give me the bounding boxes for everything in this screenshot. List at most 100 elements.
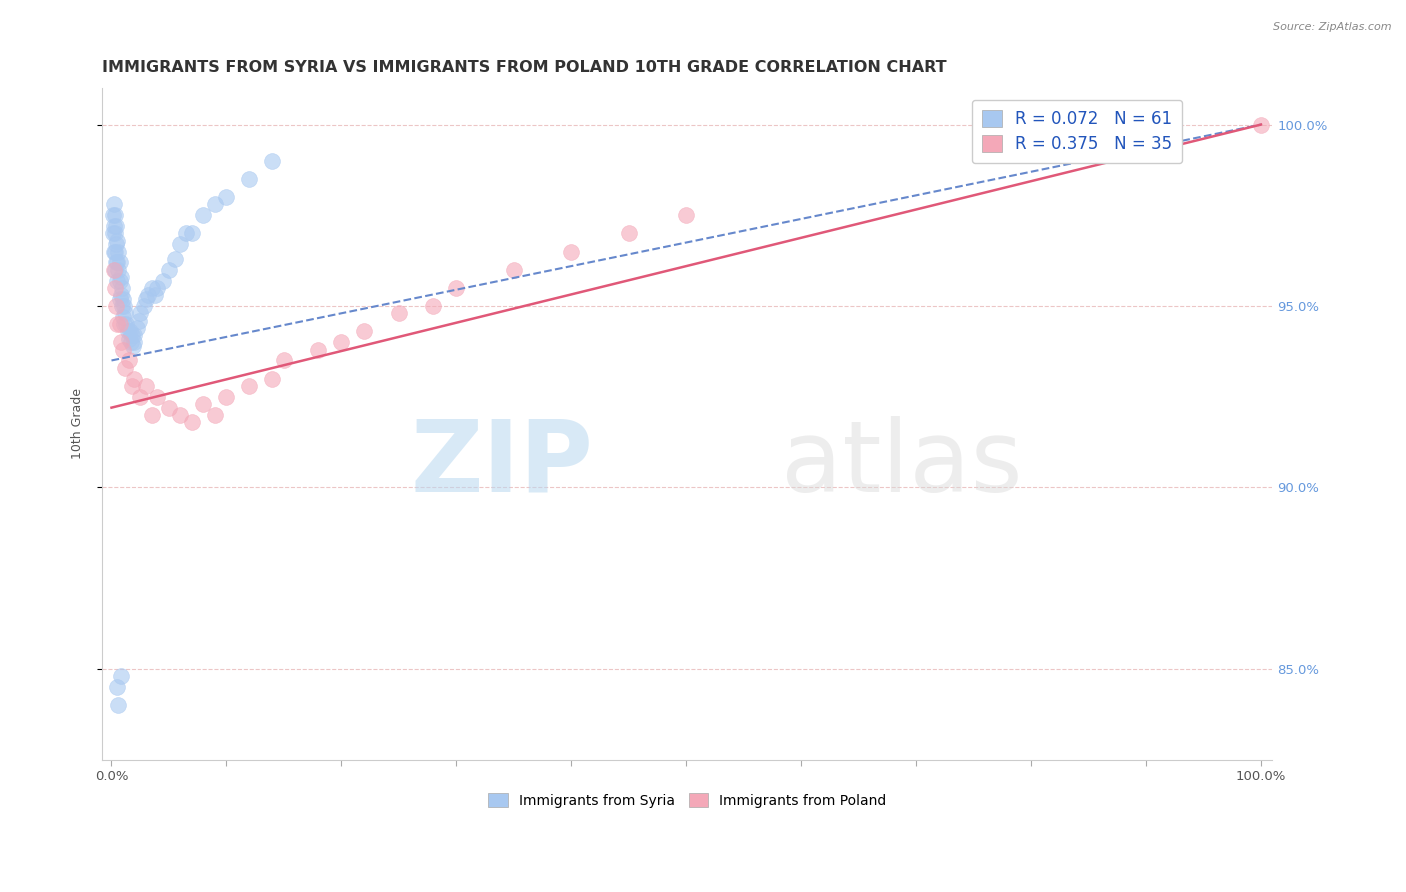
Point <box>560 244 582 259</box>
Point <box>146 390 169 404</box>
Point <box>129 306 152 320</box>
Point <box>105 680 128 694</box>
Point <box>121 328 143 343</box>
Point <box>128 313 150 327</box>
Point <box>169 237 191 252</box>
Point <box>502 262 524 277</box>
Point <box>181 415 204 429</box>
Point <box>273 353 295 368</box>
Point <box>135 379 157 393</box>
Point <box>104 244 127 259</box>
Point <box>169 408 191 422</box>
Point <box>330 335 353 350</box>
Point <box>108 274 131 288</box>
Point <box>422 299 444 313</box>
Point <box>107 262 129 277</box>
Point <box>193 397 215 411</box>
Point <box>124 335 146 350</box>
Point <box>115 317 138 331</box>
Point <box>110 335 132 350</box>
Point <box>110 288 132 302</box>
Point <box>129 390 152 404</box>
Point <box>101 227 124 241</box>
Legend: Immigrants from Syria, Immigrants from Poland: Immigrants from Syria, Immigrants from P… <box>482 788 891 814</box>
Point <box>103 219 125 234</box>
Point <box>388 306 411 320</box>
Point <box>135 292 157 306</box>
Point <box>104 281 127 295</box>
Point <box>262 153 284 168</box>
Point <box>617 227 640 241</box>
Point <box>146 281 169 295</box>
Point <box>107 698 129 713</box>
Point <box>110 669 132 683</box>
Point <box>103 262 125 277</box>
Point <box>204 408 226 422</box>
Point <box>238 172 260 186</box>
Point <box>157 262 180 277</box>
Point <box>181 227 204 241</box>
Point <box>117 325 139 339</box>
Point <box>118 332 141 346</box>
Point <box>101 208 124 222</box>
Point <box>108 292 131 306</box>
Point <box>108 255 131 269</box>
Point <box>105 255 128 269</box>
Point <box>118 353 141 368</box>
Point <box>132 299 155 313</box>
Point <box>122 339 145 353</box>
Point <box>112 299 135 313</box>
Point <box>353 325 375 339</box>
Text: Source: ZipAtlas.com: Source: ZipAtlas.com <box>1274 22 1392 32</box>
Point <box>103 197 125 211</box>
Text: IMMIGRANTS FROM SYRIA VS IMMIGRANTS FROM POLAND 10TH GRADE CORRELATION CHART: IMMIGRANTS FROM SYRIA VS IMMIGRANTS FROM… <box>103 60 946 75</box>
Point <box>105 234 128 248</box>
Point <box>215 190 238 204</box>
Point <box>114 306 136 320</box>
Point <box>105 237 128 252</box>
Point <box>675 208 697 222</box>
Point <box>118 325 141 339</box>
Point <box>125 320 148 334</box>
Point <box>143 288 166 302</box>
Point <box>105 317 128 331</box>
Point <box>1250 118 1272 132</box>
Point <box>114 360 136 375</box>
Point <box>262 371 284 385</box>
Text: ZIP: ZIP <box>411 416 593 513</box>
Point <box>105 255 128 269</box>
Point <box>107 244 129 259</box>
Point <box>104 227 127 241</box>
Point <box>307 343 329 357</box>
Point <box>163 252 186 266</box>
Point <box>103 244 125 259</box>
Point <box>105 299 128 313</box>
Point <box>110 270 132 285</box>
Point <box>141 408 163 422</box>
Point <box>105 219 128 234</box>
Point <box>152 274 174 288</box>
Point <box>141 281 163 295</box>
Point <box>112 317 135 331</box>
Point <box>104 208 127 222</box>
Point <box>105 274 128 288</box>
Point <box>121 379 143 393</box>
Y-axis label: 10th Grade: 10th Grade <box>72 389 84 459</box>
Point <box>104 262 127 277</box>
Point <box>215 390 238 404</box>
Point <box>111 310 134 324</box>
Point <box>120 335 142 350</box>
Point <box>111 299 134 313</box>
Point <box>238 379 260 393</box>
Point <box>193 208 215 222</box>
Text: atlas: atlas <box>780 416 1022 513</box>
Point <box>108 317 131 331</box>
Point <box>204 197 226 211</box>
Point <box>136 288 159 302</box>
Point <box>124 328 146 343</box>
Point <box>111 281 134 295</box>
Point <box>157 401 180 415</box>
Point <box>111 343 134 357</box>
Point <box>446 281 468 295</box>
Point <box>124 371 146 385</box>
